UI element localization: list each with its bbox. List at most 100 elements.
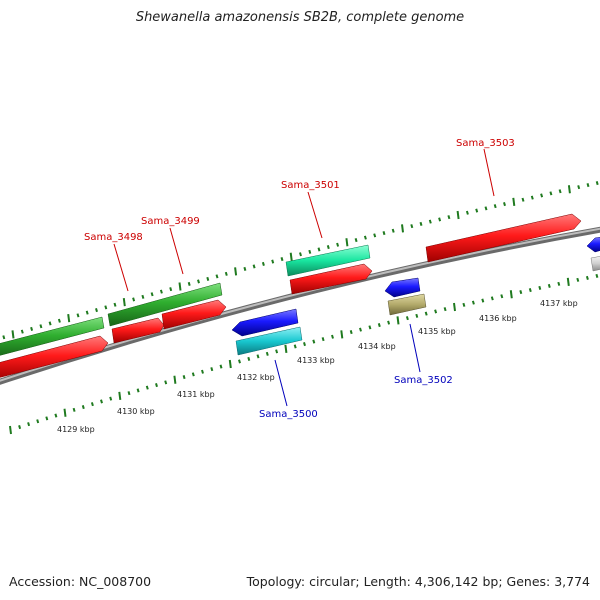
tick-label: 4130 kbp [117,407,155,416]
minor-tick [293,344,297,349]
minor-tick [95,308,98,313]
minor-tick [484,206,488,211]
tick-track-outer [2,181,599,340]
major-tick [284,344,288,354]
major-tick [566,277,570,287]
minor-tick [187,281,191,286]
gene-labels: Sama_3498 Sama_3499 Sama_3501 Sama_3503 … [84,138,515,420]
gene-label-sama-3502[interactable]: Sama_3502 [394,375,453,386]
cds-forward-feature[interactable] [161,299,227,330]
major-tick [340,330,344,339]
minor-tick [434,309,438,314]
major-tick [456,210,460,220]
minor-tick [530,195,534,200]
minor-tick [27,422,31,427]
minor-tick [169,287,173,292]
leader-sama-3503 [483,148,495,197]
minor-tick [18,425,22,430]
tick-label: 4132 kbp [237,373,275,382]
major-tick [512,197,516,207]
cds-reverse-features [231,237,600,337]
minor-tick [2,335,6,340]
minor-tick [261,261,265,266]
major-tick [453,302,456,312]
cds-forward-feature[interactable] [0,335,109,380]
minor-tick [224,271,228,276]
minor-tick [419,221,423,226]
minor-tick [503,202,506,207]
cds-forward-feature[interactable] [425,213,582,263]
minor-tick [252,264,256,269]
minor-tick [265,351,269,356]
minor-tick [36,419,40,424]
gene-label-sama-3500[interactable]: Sama_3500 [259,409,318,420]
minor-tick [405,316,409,321]
other-feature[interactable] [590,256,600,272]
cds-reverse-feature[interactable] [586,237,600,253]
leader-sama-3498 [113,243,129,292]
tick-label: 4131 kbp [177,390,215,399]
major-tick [9,425,12,435]
minor-tick [576,277,580,282]
minor-tick [206,276,210,281]
minor-tick [336,242,340,247]
minor-tick [443,307,447,312]
cds-forward-feature[interactable] [289,263,373,295]
minor-tick [100,399,103,404]
gene-label-sama-3503[interactable]: Sama_3503 [456,138,515,149]
other-feature[interactable] [387,293,427,316]
minor-tick [549,191,553,196]
cds-reverse-feature[interactable] [231,308,299,337]
major-tick [173,375,177,384]
minor-tick [243,266,247,271]
gene-feature[interactable] [107,282,223,327]
major-tick [401,224,404,233]
minor-tick [475,208,479,213]
gene-label-sama-3499[interactable]: Sama_3499 [141,216,200,227]
minor-tick [585,275,589,280]
minor-tick [359,327,362,332]
minor-tick [538,285,542,290]
minor-tick [528,288,532,293]
minor-tick [321,337,325,342]
major-tick [289,252,293,261]
minor-tick [197,279,200,284]
minor-tick [415,313,419,318]
minor-tick [215,274,219,279]
tick-label: 4135 kbp [418,327,456,336]
gene-label-sama-3501[interactable]: Sama_3501 [281,180,340,191]
gene-feature[interactable] [0,316,105,358]
minor-tick [127,391,131,396]
tick-label: 4136 kbp [479,314,517,323]
minor-tick [85,310,89,315]
minor-tick [424,311,428,316]
rna-feature[interactable] [285,244,371,277]
minor-tick [368,325,372,330]
major-tick [567,185,571,194]
minor-tick [141,294,145,299]
gene-label-sama-3498[interactable]: Sama_3498 [84,232,143,243]
minor-tick [57,318,61,323]
cds-reverse-feature[interactable] [384,277,421,298]
major-tick [122,297,126,307]
minor-tick [280,257,284,262]
minor-tick [595,273,599,278]
minor-tick [81,405,85,410]
major-tick [63,408,67,417]
minor-tick [377,323,381,328]
minor-tick [363,235,367,240]
minor-tick [382,231,386,236]
leader-sama-3499 [169,227,184,275]
minor-tick [54,413,58,418]
minor-tick [490,296,494,301]
genome-summary-text: Topology: circular; Length: 4,306,142 bp… [246,574,590,589]
major-tick [234,267,238,276]
cds-forward-feature[interactable] [111,317,165,344]
minor-tick [547,283,551,288]
minor-tick [299,252,302,257]
minor-tick [471,300,475,305]
minor-tick [238,359,241,364]
major-tick [11,330,15,339]
rna-reverse-feature[interactable] [235,326,303,356]
